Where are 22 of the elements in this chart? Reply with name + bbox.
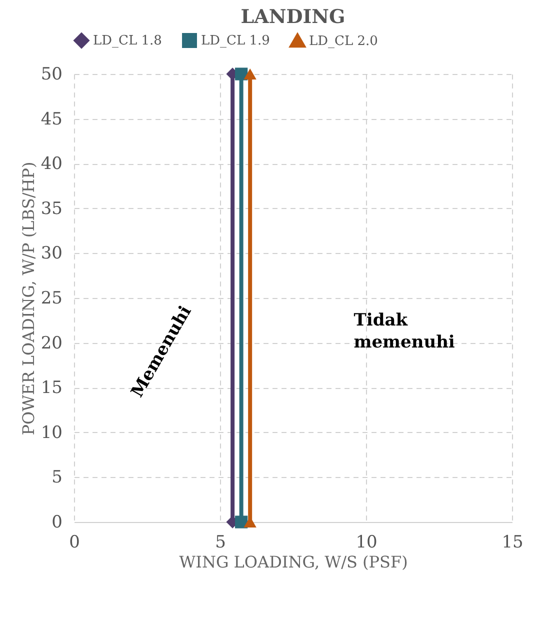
x-tick-label: 5 — [215, 532, 226, 552]
legend-label: LD_CL 1.9 — [201, 34, 270, 49]
y-tick-label: 25 — [40, 288, 62, 308]
x-tick-label: 0 — [69, 532, 80, 552]
y-axis-title: POWER LOADING, W/P (LBS/HP) — [18, 162, 38, 436]
y-tick-label: 40 — [40, 154, 62, 174]
y-tick-label: 20 — [40, 333, 62, 354]
x-tick-label: 15 — [502, 532, 524, 552]
y-tick-label: 50 — [40, 64, 62, 84]
y-tick-label: 5 — [52, 468, 62, 488]
chart-title: LANDING — [240, 6, 346, 28]
annotation: Tidak memenuhi — [354, 310, 456, 352]
y-tick-label: 35 — [40, 198, 62, 219]
y-tick-label: 30 — [40, 244, 62, 264]
y-tick-label: 10 — [40, 422, 62, 443]
legend-label: LD_CL 2.0 — [309, 34, 378, 49]
y-tick-label: 15 — [40, 378, 62, 398]
x-tick-label: 10 — [356, 532, 378, 552]
legend-label: LD_CL 1.8 — [93, 34, 162, 49]
x-axis-title: WING LOADING, W/S (PSF) — [179, 552, 408, 572]
y-tick-label: 45 — [40, 109, 62, 130]
y-tick-label: 0 — [52, 512, 62, 532]
